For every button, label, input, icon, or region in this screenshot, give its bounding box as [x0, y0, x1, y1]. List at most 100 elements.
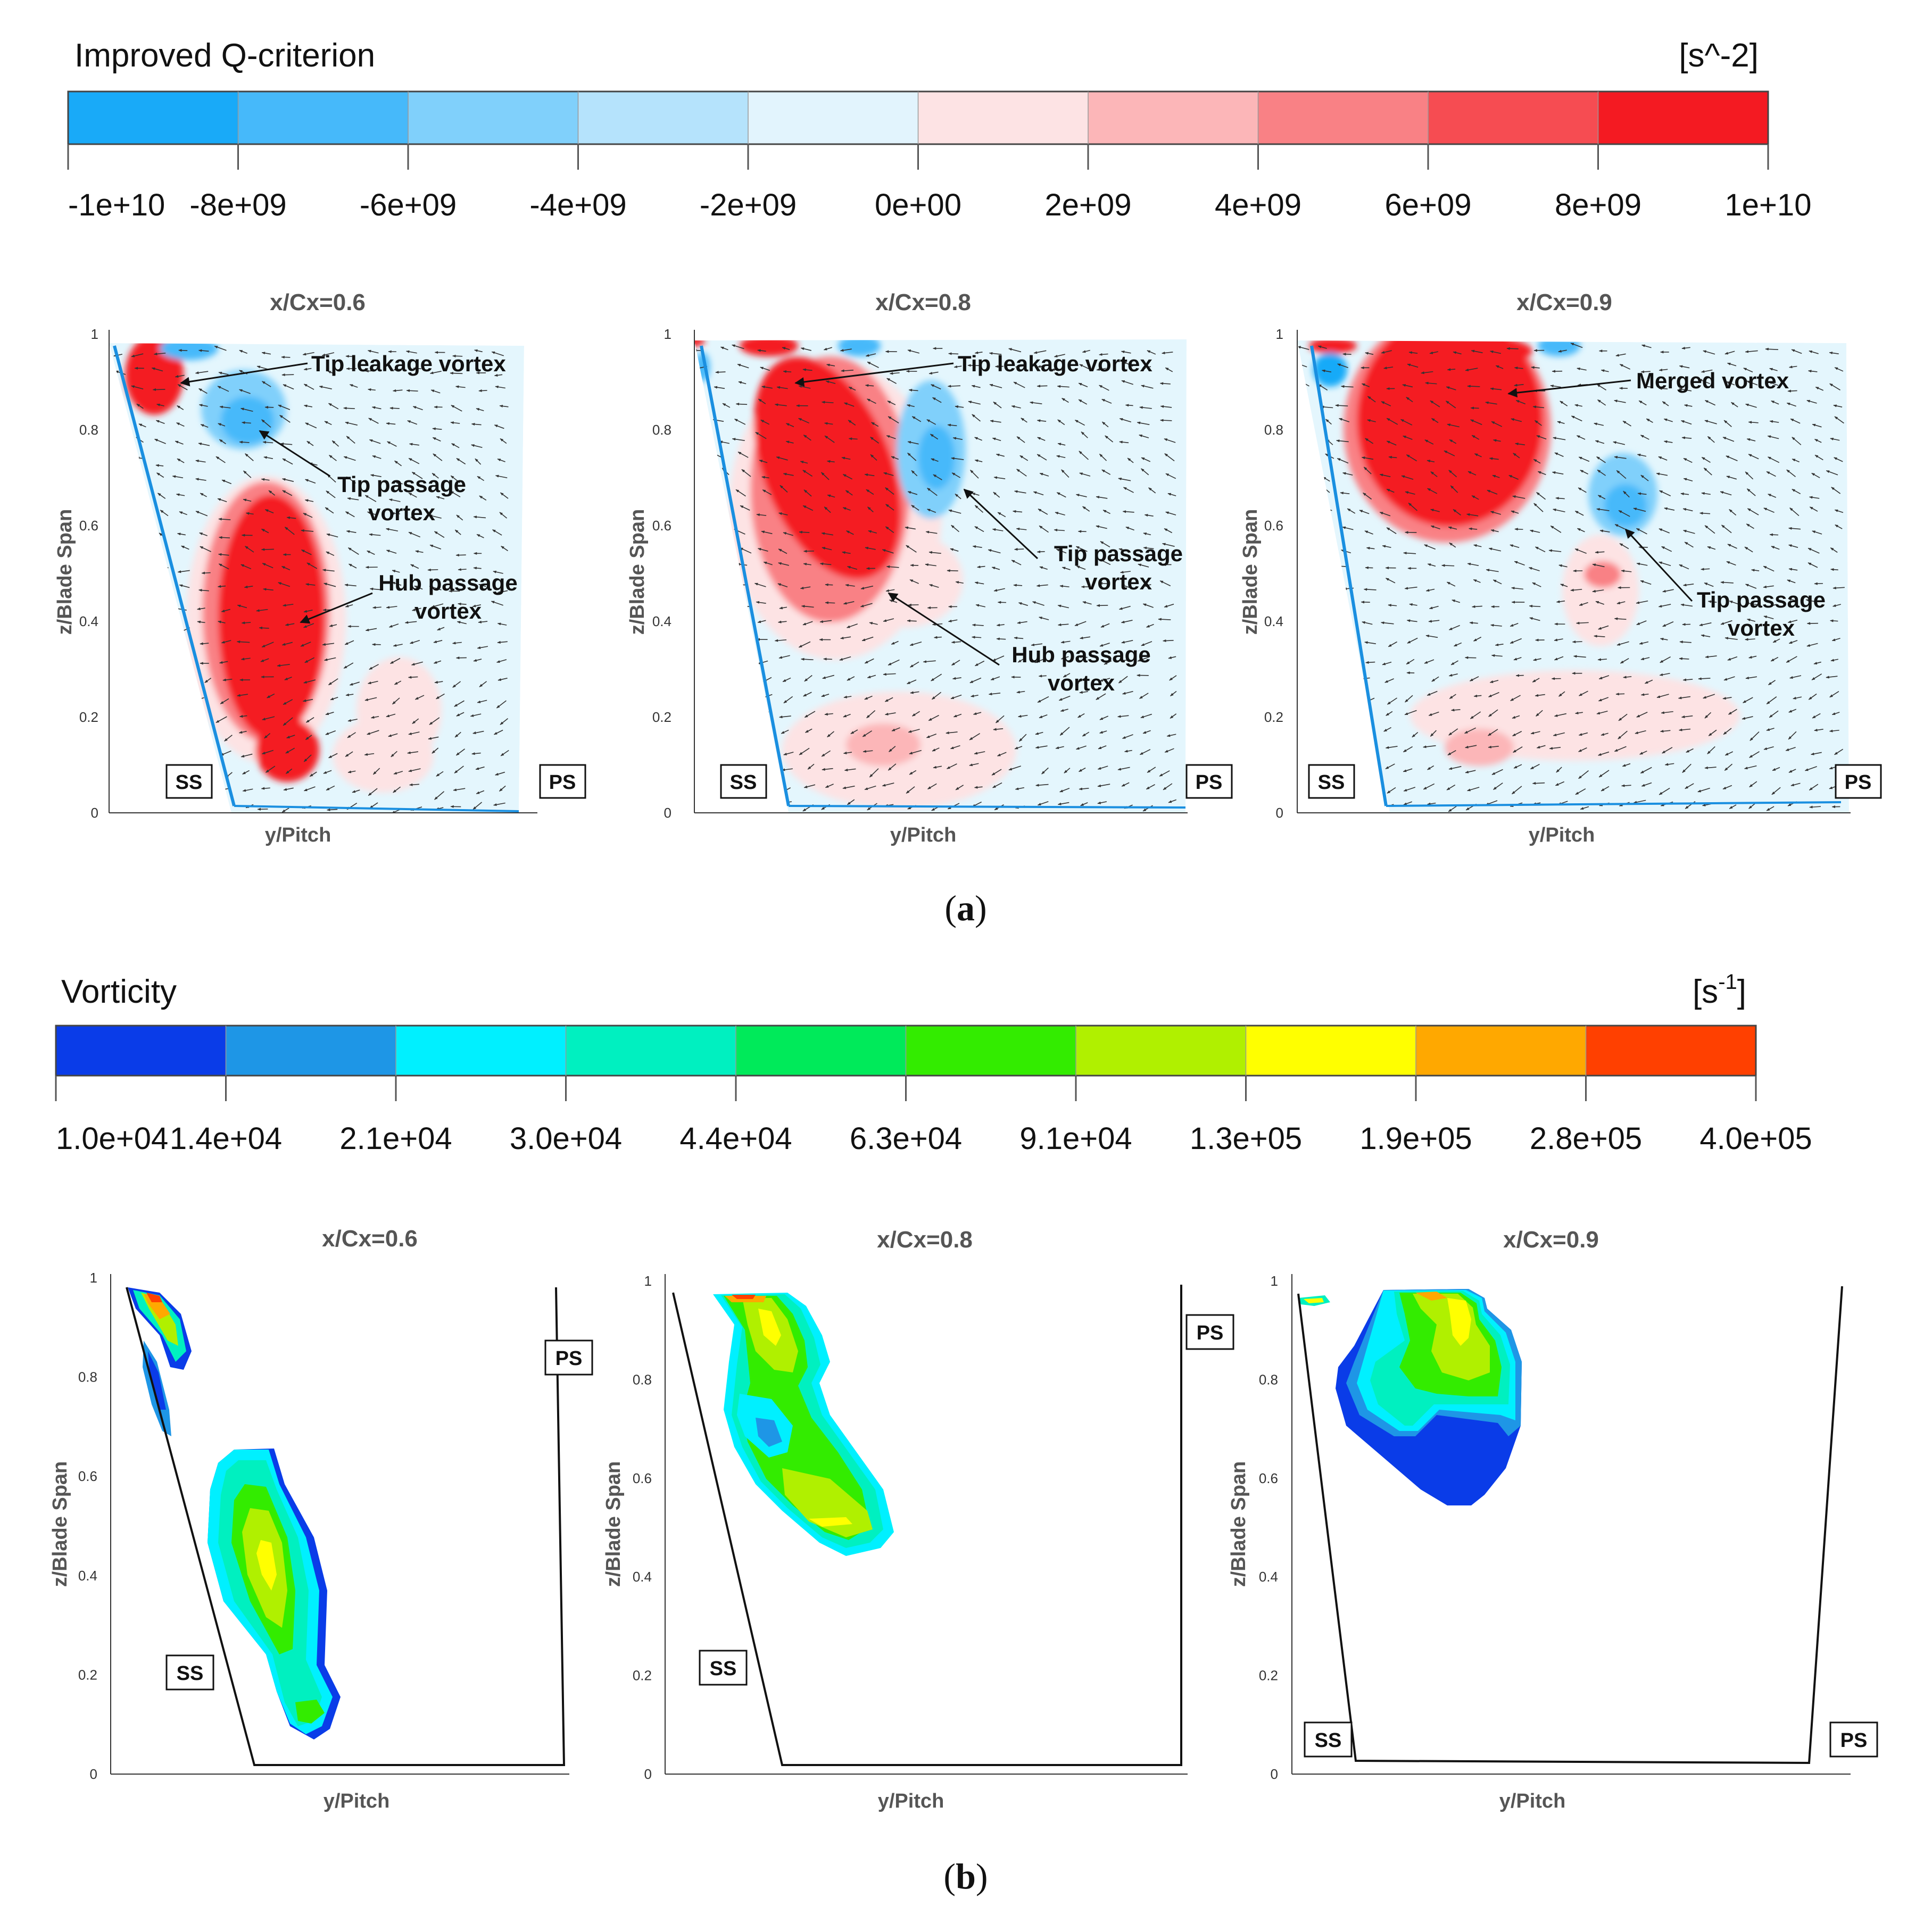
- colorbar-cell: [68, 91, 238, 144]
- velocity-vector: [370, 715, 379, 719]
- velocity-vector: [1060, 656, 1069, 660]
- velocity-vector: [450, 475, 461, 484]
- colorbar-tick-label: 6e+09: [1385, 188, 1472, 222]
- velocity-vector: [1039, 566, 1048, 570]
- velocity-vector: [393, 786, 401, 793]
- velocity-vector: [1532, 781, 1545, 785]
- velocity-vector: [989, 352, 1002, 355]
- velocity-vector: [221, 609, 230, 612]
- velocity-vector: [1033, 350, 1047, 354]
- velocity-vector: [1366, 747, 1375, 754]
- velocity-vector: [131, 475, 142, 479]
- velocity-vector: [1031, 643, 1043, 646]
- velocity-vector: [1013, 584, 1023, 587]
- velocity-vector: [883, 618, 894, 622]
- velocity-vector: [885, 589, 895, 592]
- velocity-vector: [347, 547, 359, 555]
- velocity-vector: [429, 371, 442, 374]
- velocity-vector: [1056, 455, 1066, 459]
- velocity-vector: [889, 372, 900, 375]
- vort-plot-1-ylabel: z/Blade Span: [602, 1461, 625, 1587]
- velocity-vector: [1078, 399, 1088, 405]
- ytick-label: 0.4: [78, 1568, 97, 1584]
- velocity-vector: [909, 641, 922, 646]
- velocity-vector: [200, 424, 209, 428]
- velocity-vector: [1341, 657, 1350, 661]
- colorbar-tick-label: -1e+10: [68, 188, 165, 222]
- velocity-vector: [1037, 365, 1046, 368]
- velocity-vector: [1470, 406, 1479, 410]
- velocity-vector: [1016, 436, 1025, 443]
- velocity-vector: [1033, 491, 1044, 496]
- velocity-vector: [114, 441, 126, 446]
- velocity-vector: [774, 639, 787, 642]
- velocity-vector: [458, 568, 467, 571]
- velocity-vector: [477, 700, 487, 703]
- velocity-vector: [328, 678, 338, 686]
- velocity-vector: [261, 381, 271, 387]
- caption-a-letter: a: [957, 888, 975, 928]
- velocity-vector: [303, 513, 313, 518]
- q-plot-0-suction-side-line: [113, 345, 236, 806]
- velocity-vector: [800, 586, 811, 589]
- velocity-vector: [1021, 418, 1027, 423]
- velocity-vector: [323, 770, 332, 774]
- velocity-vector: [1056, 548, 1067, 554]
- velocity-vector: [993, 492, 1000, 498]
- velocity-vector: [409, 639, 420, 644]
- ytick-label: 0: [1271, 1766, 1278, 1782]
- caption-b-letter: b: [956, 1856, 976, 1896]
- velocity-vector: [694, 782, 705, 790]
- velocity-vector: [348, 563, 357, 569]
- velocity-vector: [1034, 659, 1044, 663]
- q-plot-0-ps-label: PS: [549, 771, 576, 794]
- velocity-vector: [305, 583, 316, 586]
- velocity-vector: [283, 717, 293, 726]
- vort-plot-1-title: x/Cx=0.8: [877, 1227, 973, 1253]
- velocity-vector: [1164, 603, 1174, 607]
- velocity-vector: [1008, 348, 1022, 353]
- velocity-vector: [866, 489, 874, 495]
- velocity-vector: [404, 621, 417, 624]
- q-plot-2-ann-tip-passage-1: Tip passage: [1697, 587, 1826, 612]
- colorbar-cell: [1088, 91, 1258, 144]
- q-plot-1-xlabel: y/Pitch: [890, 824, 957, 846]
- velocity-vector: [114, 623, 126, 628]
- velocity-vector: [886, 435, 896, 439]
- velocity-vector: [1301, 804, 1312, 809]
- velocity-vector: [131, 353, 144, 357]
- velocity-vector: [132, 531, 142, 534]
- velocity-vector: [1319, 751, 1328, 758]
- velocity-vector: [738, 381, 747, 385]
- velocity-vector: [347, 497, 359, 501]
- velocity-vector: [324, 657, 336, 661]
- velocity-vector: [494, 373, 503, 377]
- velocity-vector: [1057, 385, 1069, 388]
- velocity-vector: [972, 414, 981, 422]
- velocity-vector: [1057, 604, 1069, 609]
- velocity-vector: [330, 697, 338, 701]
- unit-base: [s: [1693, 973, 1718, 1010]
- velocity-vector: [1297, 513, 1307, 517]
- velocity-vector: [261, 548, 274, 551]
- q-plot-0-ss-label: SS: [176, 771, 203, 794]
- velocity-vector: [179, 511, 188, 515]
- velocity-vector: [372, 455, 382, 459]
- colorbar-tick-label: 2e+09: [1045, 188, 1132, 222]
- velocity-vector: [1139, 434, 1149, 438]
- colorbar-tick-label: 9.1e+04: [1019, 1121, 1132, 1156]
- velocity-vector: [301, 529, 314, 532]
- colorbar-tick-label: 1.0e+04: [56, 1121, 168, 1156]
- velocity-vector: [261, 750, 274, 754]
- velocity-vector: [261, 528, 269, 534]
- velocity-vector: [842, 551, 851, 554]
- velocity-vector: [473, 515, 486, 519]
- velocity-vector: [1118, 605, 1131, 610]
- velocity-vector: [109, 451, 120, 459]
- velocity-vector: [282, 490, 293, 496]
- velocity-vector: [732, 750, 744, 754]
- velocity-vector: [136, 735, 146, 742]
- velocity-vector: [434, 531, 445, 538]
- velocity-vector: [391, 751, 397, 758]
- velocity-vector: [387, 441, 397, 447]
